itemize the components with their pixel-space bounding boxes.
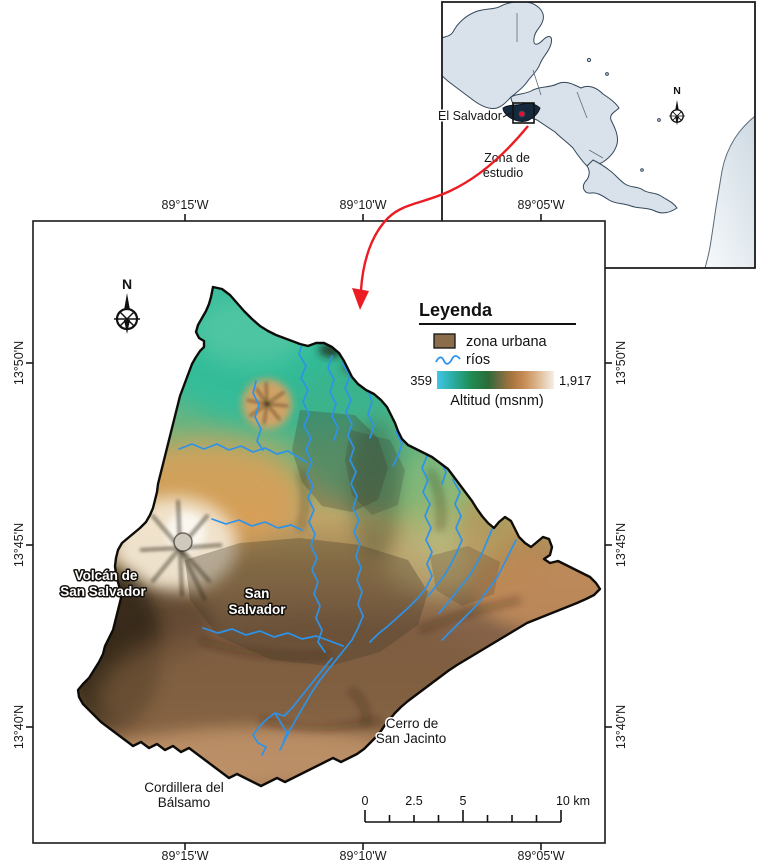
urban-swatch-icon <box>433 333 456 349</box>
city-label-line1: San <box>245 586 270 601</box>
inset-landmasses <box>442 2 755 268</box>
lat-label-left-2: 13°45'N <box>12 523 26 567</box>
lon-label-bottom-1: 89°15'W <box>162 849 209 861</box>
ramp-min-label: 359 <box>410 373 432 388</box>
scale-bar: 0 2.5 5 10 km <box>362 794 590 823</box>
small-cone-gullies <box>246 381 289 425</box>
ramp-max-label: 1,917 <box>559 373 592 388</box>
elevation-ramp <box>437 371 554 389</box>
lon-label-top-3: 89°05'W <box>518 198 565 212</box>
lon-label-bottom-3: 89°05'W <box>518 849 565 861</box>
place-labels: Volcán de San Salvador San Salvador Cerr… <box>59 567 448 812</box>
volcano-gullies <box>139 499 223 601</box>
lon-label-top-2: 89°10'W <box>340 198 387 212</box>
legend-rivers-label: ríos <box>466 352 490 368</box>
ramp-caption: Altitud (msnm) <box>450 393 543 409</box>
volcano-label-line2: San Salvador <box>60 584 146 599</box>
river-swatch-icon <box>435 355 461 365</box>
study-area-rectangle <box>512 102 535 124</box>
arrowhead <box>352 288 369 310</box>
city-label-line2: Salvador <box>228 602 286 617</box>
cordillera-label-line1: Cordillera del <box>144 780 224 795</box>
study-area-boundary <box>76 285 602 788</box>
inset-north-label: N <box>673 85 681 97</box>
north-arrow-icon <box>114 293 140 334</box>
scale-label-5: 5 <box>460 794 467 808</box>
lon-label-top-1: 89°15'W <box>162 198 209 212</box>
inset-north-arrow-icon <box>668 99 686 126</box>
lon-label-bottom-2: 89°10'W <box>340 849 387 861</box>
main-map-frame <box>32 220 606 844</box>
lat-label-left-1: 13°50'N <box>12 341 26 385</box>
inset-country-label: El Salvador <box>438 109 502 123</box>
latitude-labels: 13°50'N 13°45'N 13°40'N 13°50'N 13°45'N … <box>12 341 628 749</box>
inset-map: N El Salvador Zona de estudio <box>437 0 757 270</box>
north-label: N <box>122 276 132 292</box>
volcano-label-line1: Volcán de <box>75 568 138 583</box>
study-area-arrow <box>352 125 529 310</box>
study-area-label-line2: estudio <box>483 166 523 180</box>
scale-label-10km: 10 km <box>556 794 590 808</box>
lat-label-left-3: 13°40'N <box>12 705 26 749</box>
inset-country-borders <box>516 13 604 159</box>
longitude-labels: 89°15'W 89°10'W 89°05'W 89°15'W 89°10'W … <box>162 198 565 861</box>
cerro-label-line1: Cerro de <box>386 716 439 731</box>
lat-label-right-2: 13°45'N <box>614 523 628 567</box>
scale-label-0: 0 <box>362 794 369 808</box>
cerro-label-line2: San Jacinto <box>376 731 447 746</box>
study-area-dot <box>518 110 526 118</box>
terrain-raster <box>78 287 600 786</box>
legend-title: Leyenda <box>419 300 493 320</box>
legend: Leyenda zona urbana ríos 359 1,917 Altit… <box>410 300 591 409</box>
el-salvador-leader-line <box>502 112 512 118</box>
cordillera-label-line2: Bálsamo <box>158 795 211 810</box>
inset-border <box>441 1 756 269</box>
volcano-crater <box>173 532 193 552</box>
scale-label-2-5: 2.5 <box>405 794 422 808</box>
lat-label-right-1: 13°50'N <box>614 341 628 385</box>
legend-urban-label: zona urbana <box>466 334 548 350</box>
graticule-ticks <box>26 214 612 850</box>
rivers <box>178 341 517 756</box>
lat-label-right-3: 13°40'N <box>614 705 628 749</box>
